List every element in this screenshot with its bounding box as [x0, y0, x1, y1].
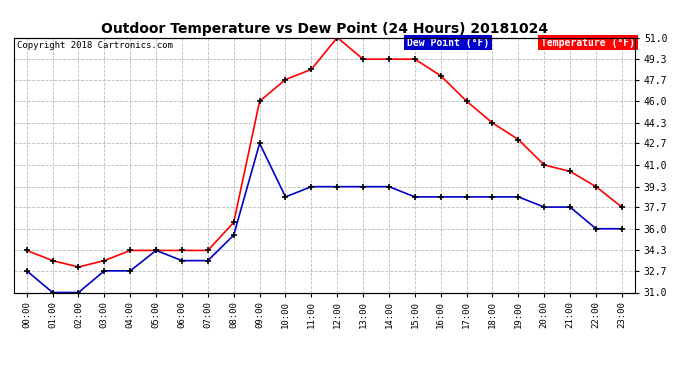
Title: Outdoor Temperature vs Dew Point (24 Hours) 20181024: Outdoor Temperature vs Dew Point (24 Hou… — [101, 22, 548, 36]
Text: Temperature (°F): Temperature (°F) — [541, 38, 635, 48]
Text: Dew Point (°F): Dew Point (°F) — [406, 38, 489, 48]
Text: Copyright 2018 Cartronics.com: Copyright 2018 Cartronics.com — [17, 41, 172, 50]
